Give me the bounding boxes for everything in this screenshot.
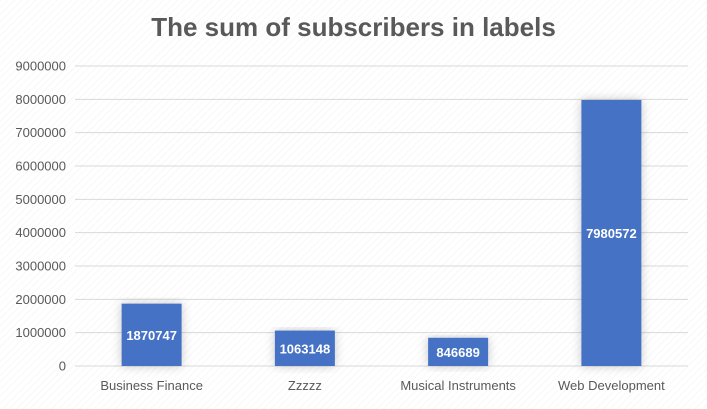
x-axis: Business Finance Zzzzz Musical Instruments…	[100, 378, 665, 393]
bar	[121, 303, 182, 366]
bar-value-label: 1870747	[126, 328, 177, 343]
bar	[581, 99, 642, 367]
y-tick-label: 0	[59, 359, 66, 374]
bar-value-label: 846689	[436, 345, 479, 360]
chart-title: The sum of subscribers in labels	[151, 12, 556, 42]
y-tick-label: 1000000	[15, 325, 66, 340]
y-tick-label: 3000000	[15, 259, 66, 274]
y-axis: 0 1000000 2000000 3000000 4000000 5000000 6000…	[15, 59, 66, 374]
bar-value-label: 1063148	[280, 341, 331, 356]
data-labels: 1870747 1063148 846689 7980572	[126, 226, 636, 360]
x-category-label: Web Development	[558, 378, 665, 393]
bar-value-label: 7980572	[586, 226, 637, 241]
y-tick-label: 4000000	[15, 225, 66, 240]
y-tick-label: 6000000	[15, 159, 66, 174]
y-tick-label: 8000000	[15, 92, 66, 107]
y-tick-label: 9000000	[15, 59, 66, 74]
x-category-label: Zzzzz	[288, 378, 322, 393]
y-tick-label: 5000000	[15, 192, 66, 207]
y-tick-label: 7000000	[15, 125, 66, 140]
bars	[121, 99, 642, 367]
x-category-label: Business Finance	[100, 378, 203, 393]
bar	[428, 337, 489, 366]
bar	[274, 330, 335, 366]
x-category-label: Musical Instruments	[400, 378, 516, 393]
y-tick-label: 2000000	[15, 292, 66, 307]
